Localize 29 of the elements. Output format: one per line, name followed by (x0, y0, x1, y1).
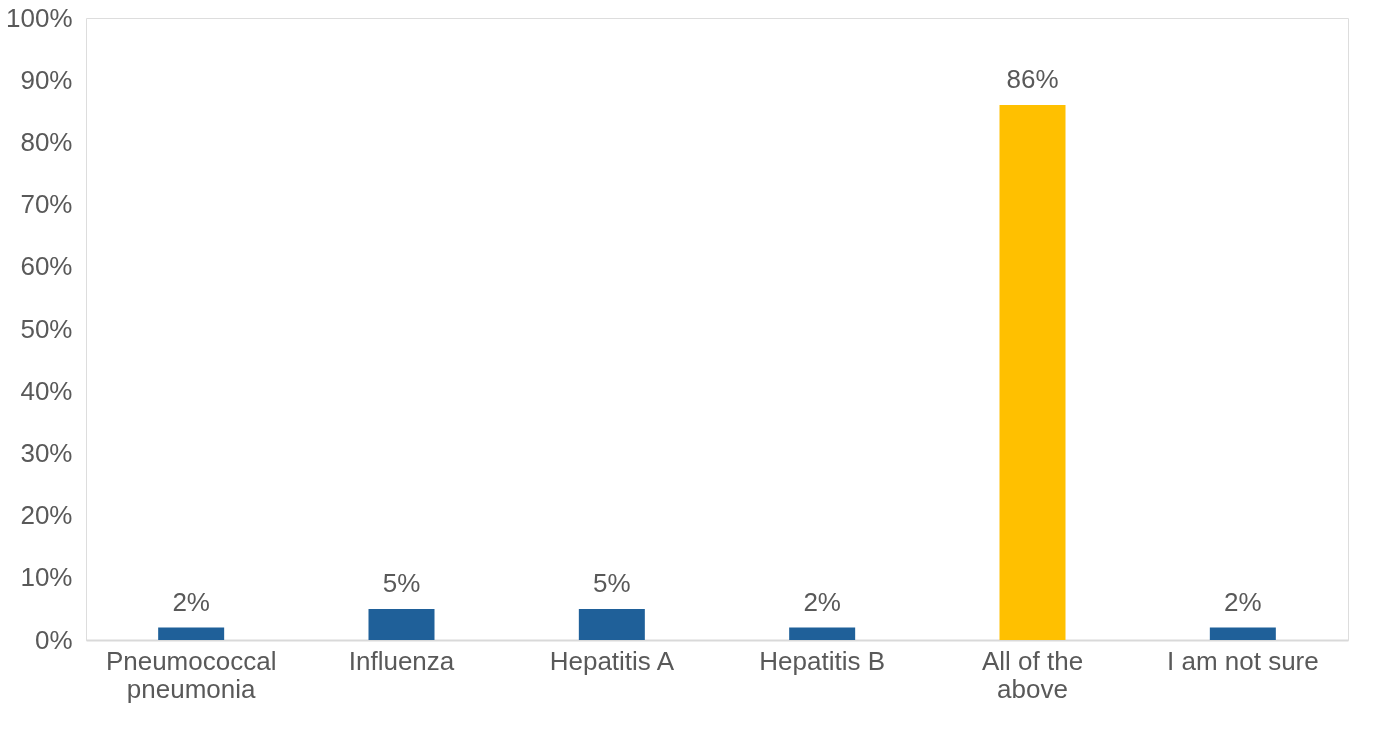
data-label: 2% (803, 586, 841, 617)
y-tick-label: 30% (20, 437, 73, 468)
bar (578, 608, 645, 640)
data-label: 5% (382, 567, 421, 598)
data-label: 86% (1006, 64, 1059, 95)
x-tick-label: Hepatitis B (759, 645, 886, 676)
data-label: 2% (172, 586, 210, 617)
data-label: 2% (1224, 586, 1262, 617)
bar (158, 627, 225, 640)
bar (368, 608, 435, 640)
x-tick-label: All of the above (981, 645, 1084, 704)
x-tick-label: Pneumococcal pneumonia (105, 645, 277, 704)
y-tick-label: 0% (34, 624, 73, 655)
y-tick-label: 80% (20, 126, 73, 157)
x-tick-label: Hepatitis A (549, 645, 675, 676)
y-tick-label: 20% (20, 500, 73, 531)
y-tick-label: 100% (6, 2, 73, 33)
y-tick-label: 60% (20, 251, 73, 282)
x-tick-label: Influenza (348, 645, 455, 676)
bar (999, 105, 1066, 640)
y-tick-label: 50% (20, 313, 73, 344)
y-tick-label: 10% (20, 562, 73, 593)
data-label: 5% (593, 567, 631, 598)
y-tick-label: 40% (20, 375, 73, 406)
y-tick-label: 70% (20, 189, 73, 220)
bar (1209, 627, 1276, 640)
bar (789, 627, 856, 640)
x-tick-label: I am not sure (1166, 645, 1319, 676)
y-tick-label: 90% (20, 64, 73, 95)
